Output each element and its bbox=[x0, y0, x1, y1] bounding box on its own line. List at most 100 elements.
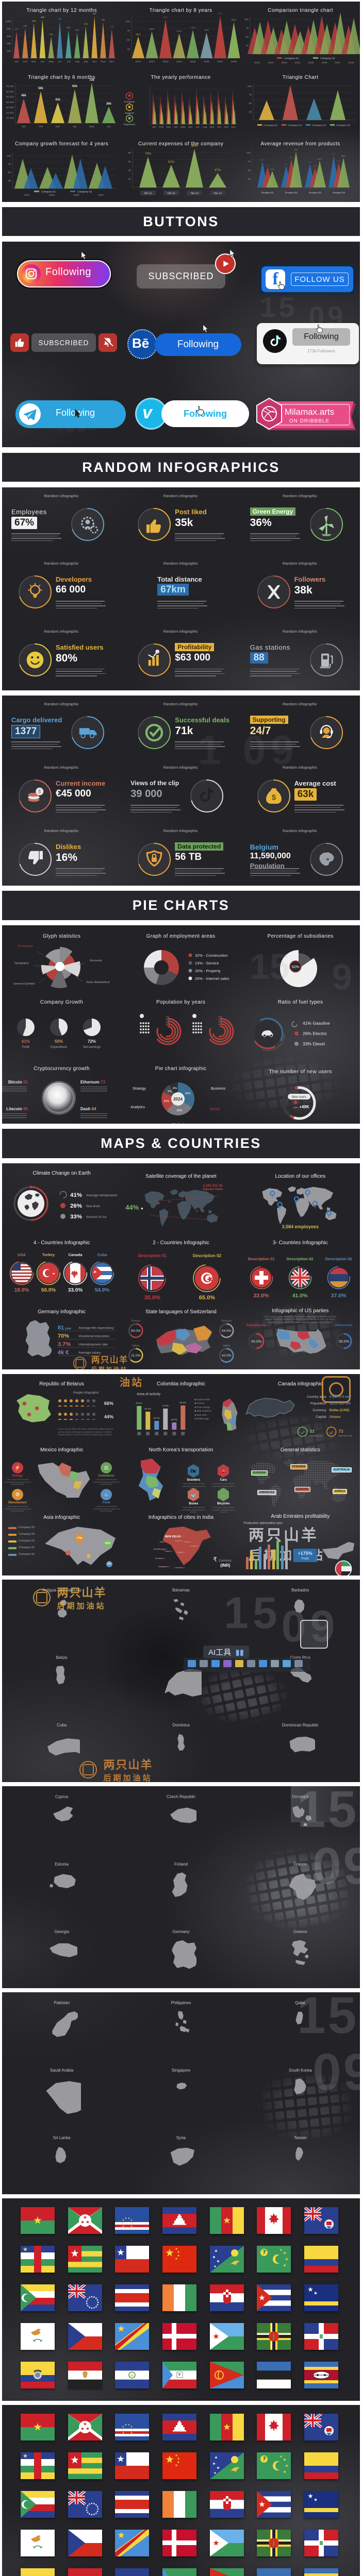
svg-text:2018: 2018 bbox=[218, 1019, 222, 1021]
svg-text:62%: 62% bbox=[292, 965, 299, 969]
svg-text:+49K: +49K bbox=[299, 1105, 309, 1109]
svg-text:63%: 63% bbox=[163, 16, 168, 19]
svg-text:30 000: 30 000 bbox=[6, 106, 14, 109]
svg-text:Triangle chart by 8 years: Triangle chart by 8 years bbox=[150, 8, 212, 13]
svg-text:Average temperature: Average temperature bbox=[86, 1194, 118, 1197]
svg-text:2023: 2023 bbox=[281, 61, 287, 64]
svg-text:Payments: Payments bbox=[124, 123, 136, 126]
svg-text:40: 40 bbox=[128, 169, 131, 172]
svg-text:Profit: Profit bbox=[302, 1557, 309, 1561]
svg-text:Graph of employment areas: Graph of employment areas bbox=[146, 934, 216, 939]
svg-text:Title 02: Title 02 bbox=[167, 192, 175, 195]
svg-text:64.5%: 64.5% bbox=[222, 1329, 232, 1333]
svg-text:2028: 2028 bbox=[231, 60, 237, 63]
svg-text:Amount of ice: Amount of ice bbox=[86, 1215, 107, 1219]
svg-text:21.0%: 21.0% bbox=[131, 1354, 141, 1358]
svg-text:50 000: 50 000 bbox=[6, 95, 14, 98]
svg-text:2026: 2026 bbox=[204, 60, 209, 63]
svg-text:100: 100 bbox=[247, 85, 252, 88]
svg-text:Product 01: Product 01 bbox=[261, 192, 274, 195]
svg-text:49k: 49k bbox=[41, 16, 45, 19]
svg-text:🚗: 🚗 bbox=[221, 1468, 226, 1473]
svg-text:Jul: Jul bbox=[196, 126, 199, 129]
svg-text:60k: 60k bbox=[72, 85, 78, 88]
svg-text:Contracts: Contracts bbox=[124, 100, 136, 104]
svg-text:Sep: Sep bbox=[210, 126, 215, 129]
svg-text:Nov: Nov bbox=[224, 126, 229, 129]
svg-text:2027: 2027 bbox=[335, 61, 340, 64]
svg-text:2022: 2022 bbox=[268, 61, 273, 64]
svg-text:61%: 61% bbox=[22, 1039, 30, 1044]
svg-text:73k: 73k bbox=[110, 25, 114, 28]
svg-text:75: 75 bbox=[248, 160, 251, 163]
svg-text:Nov: Nov bbox=[101, 60, 106, 63]
svg-text:Dollar (CAD): Dollar (CAD) bbox=[330, 1409, 350, 1412]
svg-text:10 000: 10 000 bbox=[6, 116, 14, 120]
svg-text:2027: 2027 bbox=[98, 194, 104, 197]
svg-text:50.0%: 50.0% bbox=[339, 1340, 349, 1344]
svg-text:2021: 2021 bbox=[136, 60, 141, 63]
svg-text:Italian: Italian bbox=[223, 1345, 231, 1348]
svg-text:32% - Construction: 32% - Construction bbox=[195, 953, 228, 958]
svg-text:33%: 33% bbox=[185, 1092, 191, 1095]
svg-text:🚌: 🚌 bbox=[191, 1492, 196, 1497]
svg-text:Pie chart infographic: Pie chart infographic bbox=[155, 1066, 206, 1072]
svg-text:74.0%: 74.0% bbox=[162, 1404, 169, 1407]
svg-text:25: 25 bbox=[249, 110, 252, 113]
svg-text:20: 20 bbox=[128, 178, 131, 181]
svg-text:70%: 70% bbox=[58, 1333, 69, 1340]
svg-text:Unemployment rate: Unemployment rate bbox=[78, 1343, 108, 1347]
svg-text:Mar: Mar bbox=[56, 125, 60, 128]
svg-text:Oct: Oct bbox=[217, 126, 221, 129]
svg-text:Title 01: Title 01 bbox=[144, 192, 152, 195]
svg-text:64k: 64k bbox=[84, 23, 88, 25]
svg-text:26%: 26% bbox=[70, 1203, 82, 1209]
svg-text:Average life expectancy: Average life expectancy bbox=[78, 1327, 114, 1330]
svg-text:Capital: Capital bbox=[316, 1415, 326, 1419]
svg-text:2025: 2025 bbox=[190, 60, 196, 63]
svg-text:Title 04: Title 04 bbox=[213, 192, 222, 195]
svg-text:$: $ bbox=[38, 789, 41, 794]
svg-text:41% Gasoline: 41% Gasoline bbox=[303, 1021, 330, 1026]
svg-text:36k: 36k bbox=[106, 103, 112, 106]
svg-text:20% - Property: 20% - Property bbox=[195, 969, 221, 973]
svg-text:100: 100 bbox=[7, 155, 11, 158]
svg-text:74%: 74% bbox=[145, 152, 152, 156]
svg-text:43k: 43k bbox=[23, 25, 27, 27]
svg-text:40k: 40k bbox=[7, 42, 11, 45]
svg-text:41%: 41% bbox=[70, 1192, 82, 1198]
svg-text:Manufacturing: Manufacturing bbox=[339, 1434, 352, 1437]
svg-text:50: 50 bbox=[245, 36, 249, 39]
svg-text:55%: 55% bbox=[289, 157, 293, 159]
svg-text:Country area: Country area bbox=[307, 1395, 326, 1399]
svg-text:Social: Social bbox=[210, 1108, 220, 1111]
svg-text:Company 01: Company 01 bbox=[41, 191, 56, 194]
svg-text:72%: 72% bbox=[88, 1039, 96, 1044]
svg-text:60: 60 bbox=[128, 160, 131, 163]
svg-text:33%: 33% bbox=[70, 1214, 82, 1220]
svg-text:Current expenses of the compan: Current expenses of the company bbox=[138, 141, 223, 147]
svg-text:Company 04: Company 04 bbox=[336, 124, 350, 127]
svg-text:Product 03: Product 03 bbox=[309, 192, 321, 195]
svg-text:Sep: Sep bbox=[84, 60, 88, 63]
svg-text:70 000: 70 000 bbox=[6, 85, 14, 88]
svg-text:2010: 2010 bbox=[166, 1024, 170, 1026]
svg-text:2023: 2023 bbox=[163, 60, 169, 63]
svg-text:Typography: Typography bbox=[14, 962, 29, 965]
svg-text:2027: 2027 bbox=[218, 60, 223, 63]
svg-text:Vocational education: Vocational education bbox=[78, 1335, 109, 1338]
svg-text:May: May bbox=[181, 126, 186, 129]
svg-text:61%: 61% bbox=[168, 161, 175, 164]
svg-text:Company rate: Company rate bbox=[310, 1434, 323, 1437]
svg-text:52%: 52% bbox=[318, 158, 322, 160]
svg-text:Feb: Feb bbox=[159, 126, 164, 129]
svg-text:The number of new users: The number of new users bbox=[269, 1069, 332, 1075]
svg-text:100: 100 bbox=[126, 20, 130, 23]
svg-text:2028: 2028 bbox=[348, 61, 354, 64]
svg-text:75: 75 bbox=[245, 27, 249, 30]
svg-text:60.0%: 60.0% bbox=[131, 1329, 141, 1333]
svg-text:Expenditure: Expenditure bbox=[51, 1046, 68, 1049]
svg-text:70%: 70% bbox=[294, 149, 298, 151]
svg-text:Company 01: Company 01 bbox=[264, 124, 277, 127]
svg-text:31.0%: 31.0% bbox=[153, 1417, 160, 1419]
